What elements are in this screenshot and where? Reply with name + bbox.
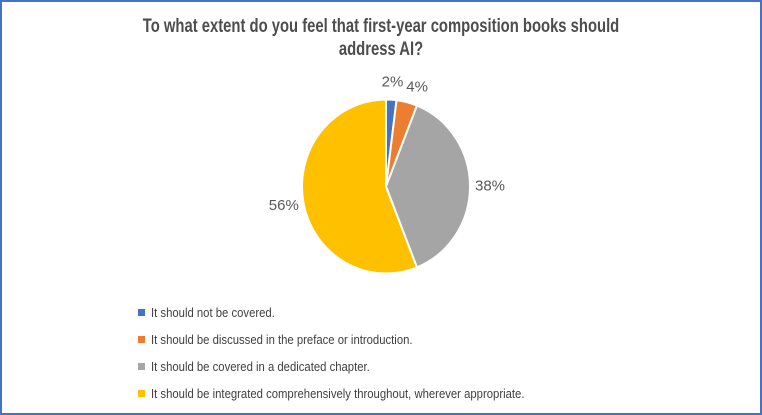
pie-slice-3 <box>385 104 471 269</box>
legend-swatch-icon <box>138 363 145 370</box>
legend-item-label: It should be discussed in the preface or… <box>151 332 413 347</box>
legend-swatch-icon <box>138 390 145 397</box>
pie-data-label: 4% <box>406 78 428 95</box>
legend-item: It should be covered in a dedicated chap… <box>138 353 580 380</box>
chart-title: To what extent do you feel that first-ye… <box>85 15 676 61</box>
legend-item: It should not be covered. <box>138 299 580 326</box>
legend-swatch-icon <box>138 309 145 316</box>
pie-slice-4 <box>301 98 418 275</box>
pie-data-label: 56% <box>269 197 299 214</box>
legend-swatch-icon <box>138 336 145 343</box>
legend-item-label: It should not be covered. <box>151 305 275 320</box>
legend-item-label: It should be integrated comprehensively … <box>151 386 525 401</box>
chart-title-line1: To what extent do you feel that first-ye… <box>142 16 620 37</box>
pie-chart: 2% 4% 38% 56% <box>269 74 505 275</box>
legend-item: It should be integrated comprehensively … <box>138 380 580 407</box>
pie-data-label: 2% <box>382 74 404 91</box>
legend-item-label: It should be covered in a dedicated chap… <box>151 359 370 374</box>
pie-data-label: 38% <box>475 177 505 194</box>
legend: It should not be covered. It should be d… <box>138 299 580 407</box>
legend-item: It should be discussed in the preface or… <box>138 326 580 353</box>
chart-title-line2: address AI? <box>338 39 424 60</box>
